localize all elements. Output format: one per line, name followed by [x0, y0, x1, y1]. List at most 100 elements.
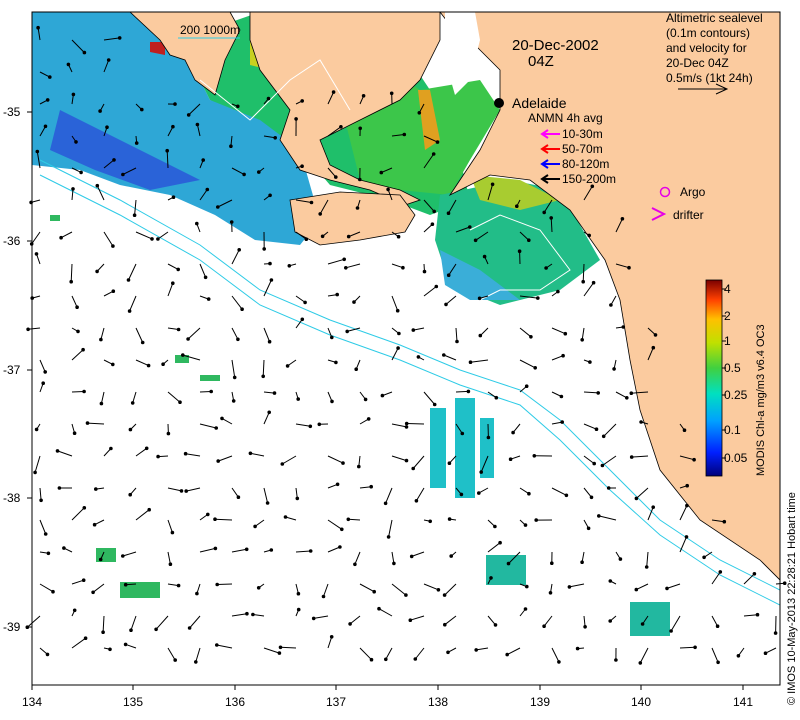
- velocity-arrowhead: [161, 362, 165, 367]
- velocity-arrowhead: [341, 461, 345, 465]
- altimetry-note-line: 20-Dec 04Z: [666, 56, 729, 70]
- velocity-arrowhead: [685, 503, 689, 508]
- anmn-legend-title: ANMN 4h avg: [528, 111, 603, 125]
- velocity-arrowhead: [335, 292, 340, 297]
- velocity-arrowhead: [154, 627, 158, 632]
- velocity-arrowhead: [490, 182, 495, 187]
- velocity-arrow: [231, 295, 243, 310]
- velocity-arrow: [679, 646, 696, 649]
- velocity-arrowhead: [317, 422, 322, 427]
- velocity-arrow: [423, 199, 435, 212]
- velocity-arrow: [37, 27, 41, 41]
- chl-patch: [200, 375, 220, 381]
- velocity-arrowhead: [402, 132, 407, 137]
- velocity-arrowhead: [106, 58, 111, 62]
- velocity-arrow: [167, 647, 176, 661]
- chlorophyll-swath-east-blue: [440, 250, 520, 300]
- velocity-arrow: [448, 263, 457, 276]
- velocity-arrowhead: [205, 187, 210, 192]
- velocity-arrow: [423, 583, 439, 591]
- velocity-arrow: [71, 349, 84, 361]
- velocity-arrowhead: [126, 278, 131, 282]
- velocity-arrowhead: [194, 660, 198, 664]
- velocity-arrow: [199, 423, 217, 429]
- velocity-arrow: [378, 608, 393, 617]
- velocity-arrowhead: [144, 446, 149, 451]
- velocity-arrowhead: [651, 505, 656, 510]
- velocity-arrowhead: [588, 360, 592, 364]
- velocity-arrowhead: [473, 238, 478, 243]
- velocity-arrow: [551, 327, 566, 335]
- velocity-arrowhead: [229, 220, 234, 224]
- velocity-arrowhead: [296, 397, 301, 401]
- velocity-arrowhead: [81, 578, 86, 583]
- velocity-arrow: [602, 455, 617, 466]
- velocity-arrowhead: [39, 498, 43, 503]
- velocity-arrowhead: [311, 616, 316, 621]
- velocity-arrowhead: [173, 102, 177, 106]
- velocity-arrow: [295, 231, 307, 240]
- velocity-arrowhead: [215, 643, 219, 647]
- velocity-arrowhead: [494, 395, 499, 400]
- velocity-arrow: [71, 637, 86, 649]
- velocity-arrow: [445, 295, 457, 305]
- velocity-arrow: [391, 347, 399, 361]
- velocity-arrowhead: [98, 109, 102, 113]
- velocity-arrow: [388, 519, 393, 537]
- velocity-arrowhead: [515, 204, 519, 208]
- velocity-arrowhead: [559, 394, 564, 399]
- x-tick-label: 141: [733, 695, 753, 709]
- velocity-arrow: [263, 279, 272, 297]
- velocity-arrow: [231, 167, 245, 175]
- velocity-arrowhead: [386, 187, 390, 192]
- velocity-arrowhead: [493, 524, 497, 529]
- velocity-arrow: [231, 327, 239, 340]
- velocity-arrowhead: [346, 517, 351, 522]
- velocity-arrowhead: [278, 645, 283, 650]
- velocity-arrowhead: [395, 308, 400, 313]
- velocity-arrow: [167, 487, 182, 492]
- velocity-arrow: [423, 223, 433, 233]
- velocity-arrow: [679, 536, 687, 553]
- velocity-arrowhead: [629, 455, 634, 459]
- velocity-arrow: [391, 134, 405, 137]
- velocity-arrow: [327, 167, 337, 178]
- velocity-arrowhead: [195, 591, 199, 596]
- anmn-arrowhead: [540, 144, 549, 154]
- velocity-arrow: [263, 327, 271, 342]
- velocity-arrow: [128, 263, 137, 281]
- velocity-arrowhead: [34, 252, 39, 256]
- velocity-arrowhead: [446, 211, 451, 215]
- velocity-arrow: [582, 263, 585, 282]
- velocity-arrowhead: [597, 514, 601, 518]
- velocity-arrow: [216, 644, 233, 649]
- velocity-arrow: [92, 583, 105, 593]
- velocity-arrowhead: [81, 347, 85, 352]
- velocity-arrowhead: [171, 195, 176, 199]
- velocity-arrowhead: [231, 399, 236, 403]
- velocity-arrowhead: [612, 367, 616, 371]
- velocity-arrow: [359, 647, 372, 661]
- chl-patch: [486, 555, 526, 585]
- velocity-arrow: [666, 583, 681, 589]
- velocity-arrow: [39, 583, 54, 593]
- velocity-arrow: [185, 453, 201, 457]
- velocity-arrowhead: [168, 562, 173, 567]
- velocity-arrow: [71, 507, 85, 521]
- isobath-label: 200 1000m: [180, 23, 240, 37]
- sealevel-contour: [199, 59, 351, 121]
- velocity-arrowhead: [523, 607, 528, 611]
- velocity-arrow: [167, 551, 171, 565]
- velocity-arrowhead: [523, 523, 528, 527]
- velocity-arrow: [679, 505, 688, 521]
- velocity-arrowhead: [434, 284, 439, 289]
- velocity-arrowhead: [348, 622, 352, 626]
- velocity-arrowhead: [561, 353, 565, 358]
- velocity-arrowhead: [105, 125, 109, 129]
- velocity-arrowhead: [596, 391, 601, 395]
- velocity-arrowhead: [498, 540, 502, 545]
- velocity-arrowhead: [366, 417, 371, 421]
- velocity-arrow: [387, 189, 393, 201]
- velocity-arrowhead: [184, 489, 188, 493]
- land-eyre-peninsula: [129, 12, 241, 96]
